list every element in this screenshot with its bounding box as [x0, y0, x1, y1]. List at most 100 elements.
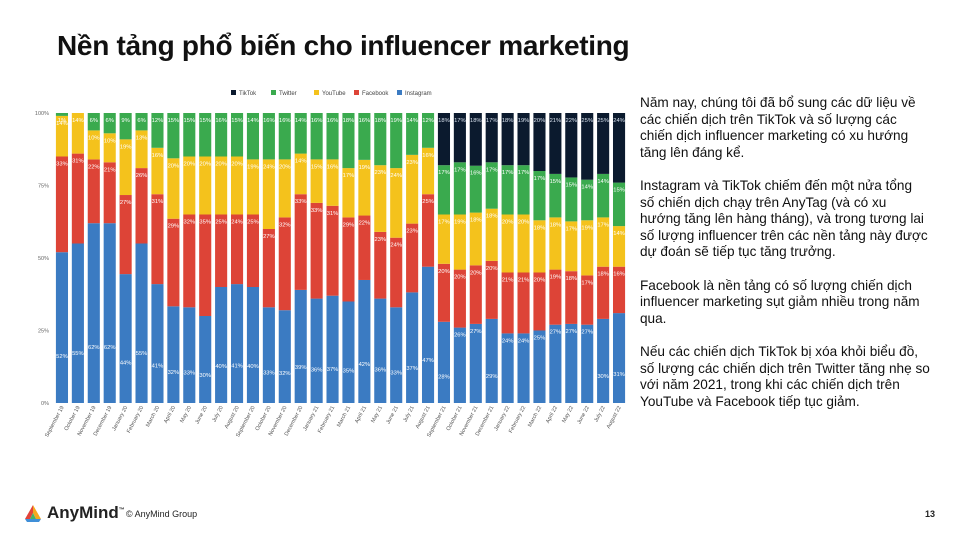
bar-segment-youtube: [71, 113, 84, 154]
bar-segment-twitter: [103, 113, 116, 134]
bar-segment-tiktok: [437, 113, 451, 166]
data-label-facebook: 29%: [343, 222, 355, 228]
data-label-instagram: 24%: [518, 338, 530, 344]
bar-segment-youtube: [183, 156, 196, 215]
bar-segment-tiktok: [469, 113, 482, 166]
bar-segment-youtube: [135, 130, 148, 169]
data-label-facebook: 25%: [247, 220, 259, 226]
legend-swatch-facebook: [354, 90, 359, 95]
data-label-instagram: 40%: [247, 364, 259, 370]
bar-segment-twitter: [55, 113, 69, 116]
data-label-instagram: 42%: [359, 362, 371, 368]
data-label-facebook: 22%: [359, 221, 371, 227]
data-label-facebook: 25%: [422, 199, 434, 205]
x-tick-label: May 22: [561, 405, 575, 424]
data-label-twitter: 19%: [390, 118, 402, 124]
data-label-twitter: 16%: [470, 171, 482, 177]
bar-segment-instagram: [469, 323, 482, 403]
legend-label-youtube: YouTube: [322, 91, 346, 97]
data-label-facebook: 31%: [327, 211, 339, 217]
bar-segment-instagram: [71, 243, 84, 403]
data-label-facebook: 23%: [406, 229, 418, 235]
legend-label-tiktok: TikTok: [239, 91, 257, 97]
data-label-tiktok: 17%: [486, 118, 498, 124]
data-label-instagram: 32%: [168, 370, 180, 376]
bar-segment-youtube: [533, 220, 546, 273]
x-tick-label: October 20: [255, 405, 273, 432]
bar-segment-youtube: [501, 214, 514, 273]
bar-segment-twitter: [469, 165, 482, 213]
data-label-facebook: 35%: [199, 220, 211, 226]
data-label-twitter: 17%: [454, 167, 466, 173]
data-label-twitter: 14%: [295, 118, 307, 124]
paragraph-4: Nếu các chiến dịch TikTok bị xóa khỏi bi…: [640, 343, 930, 409]
data-label-tiktok: 24%: [613, 118, 625, 124]
data-label-instagram: 29%: [486, 374, 498, 380]
bar-segment-youtube: [151, 147, 164, 195]
data-label-youtube: 16%: [152, 153, 164, 159]
bar-segment-instagram: [119, 274, 132, 403]
data-label-facebook: 24%: [390, 243, 402, 249]
data-label-youtube: 18%: [550, 222, 562, 228]
data-label-twitter: 16%: [359, 118, 371, 124]
bar-segment-twitter: [310, 113, 323, 160]
x-tick-label: June 22: [576, 405, 590, 425]
data-label-facebook: 31%: [152, 199, 164, 205]
bar-segment-twitter: [581, 179, 594, 221]
legend-label-instagram: Instagram: [405, 91, 432, 97]
data-label-facebook: 26%: [136, 173, 148, 179]
bar-segment-twitter: [246, 113, 260, 160]
bar-segment-youtube: [517, 214, 530, 273]
data-label-tiktok: 22%: [565, 118, 577, 124]
logo-text: AnyMind: [47, 503, 119, 522]
bar-segment-instagram: [437, 321, 451, 403]
bar-segment-instagram: [406, 292, 419, 403]
bar-segment-facebook: [103, 162, 116, 224]
data-label-twitter: 6%: [90, 118, 98, 124]
data-label-instagram: 36%: [374, 368, 386, 374]
bar-segment-instagram: [87, 223, 100, 403]
data-label-twitter: 16%: [311, 118, 323, 124]
data-label-instagram: 27%: [581, 330, 593, 336]
data-label-facebook: 25%: [215, 220, 227, 226]
bar-segment-instagram: [390, 307, 403, 403]
bar-segment-tiktok: [501, 113, 514, 166]
bar-segment-youtube: [453, 214, 466, 270]
bar-segment-instagram: [230, 284, 244, 403]
data-label-instagram: 37%: [327, 367, 339, 373]
body-text: Năm nay, chúng tôi đã bổ sung các dữ liệ…: [640, 95, 930, 427]
data-label-twitter: 14%: [581, 185, 593, 191]
data-label-facebook: 27%: [263, 234, 275, 240]
bar-segment-facebook: [71, 153, 84, 244]
data-label-instagram: 25%: [534, 336, 546, 342]
bar-segment-twitter: [87, 113, 100, 131]
data-label-twitter: 15%: [565, 182, 577, 188]
legend-swatch-tiktok: [231, 90, 236, 95]
data-label-facebook: 33%: [311, 208, 323, 214]
bar-segment-youtube: [342, 168, 355, 218]
y-tick-label: 25%: [38, 329, 49, 335]
data-label-youtube: 14%: [56, 121, 68, 127]
data-label-youtube: 18%: [470, 218, 482, 224]
data-label-instagram: 37%: [406, 366, 418, 372]
data-label-youtube: 14%: [613, 231, 625, 237]
data-label-facebook: 32%: [183, 220, 195, 226]
data-label-twitter: 16%: [263, 118, 275, 124]
anymind-logo: AnyMind™: [23, 503, 125, 523]
bar-segment-instagram: [342, 301, 355, 403]
data-label-twitter: 15%: [231, 118, 243, 124]
x-tick-label: March 20: [145, 405, 161, 428]
bar-segment-tiktok: [581, 113, 594, 180]
bar-segment-youtube: [565, 221, 578, 272]
y-tick-label: 50%: [38, 256, 49, 262]
data-label-youtube: 19%: [359, 165, 371, 171]
data-label-facebook: 29%: [168, 224, 180, 230]
data-label-facebook: 33%: [56, 162, 68, 168]
x-tick-label: May 21: [370, 405, 384, 424]
data-label-instagram: 33%: [390, 370, 402, 376]
data-label-instagram: 33%: [183, 370, 195, 376]
bar-segment-instagram: [533, 330, 546, 403]
data-label-facebook: 33%: [295, 199, 307, 205]
bar-segment-instagram: [167, 306, 180, 403]
data-label-instagram: 55%: [72, 351, 84, 357]
